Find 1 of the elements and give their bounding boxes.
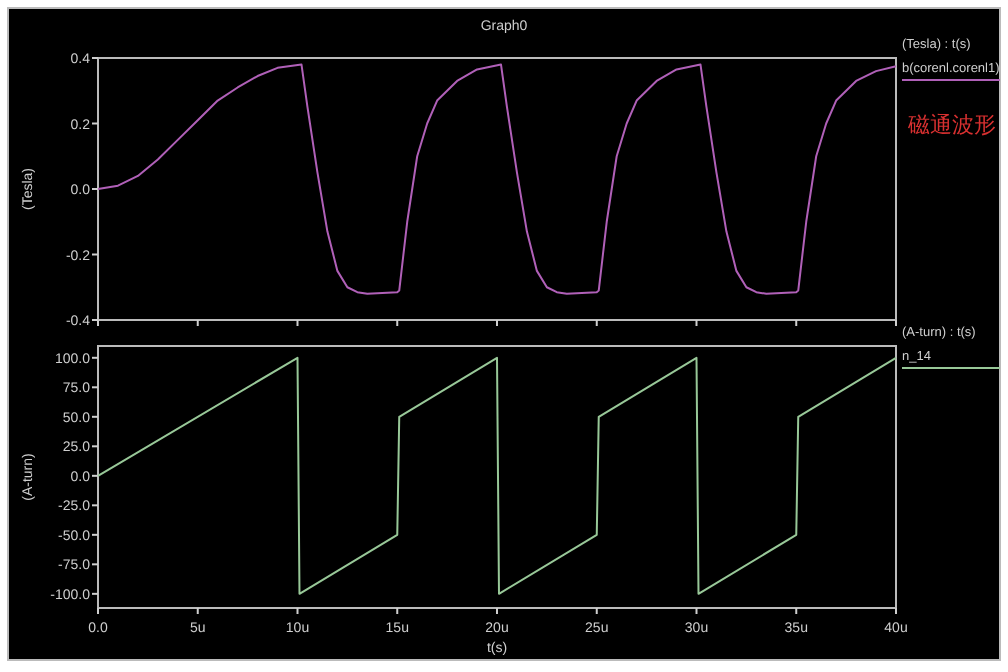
text: 磁通波形 [906, 112, 996, 138]
